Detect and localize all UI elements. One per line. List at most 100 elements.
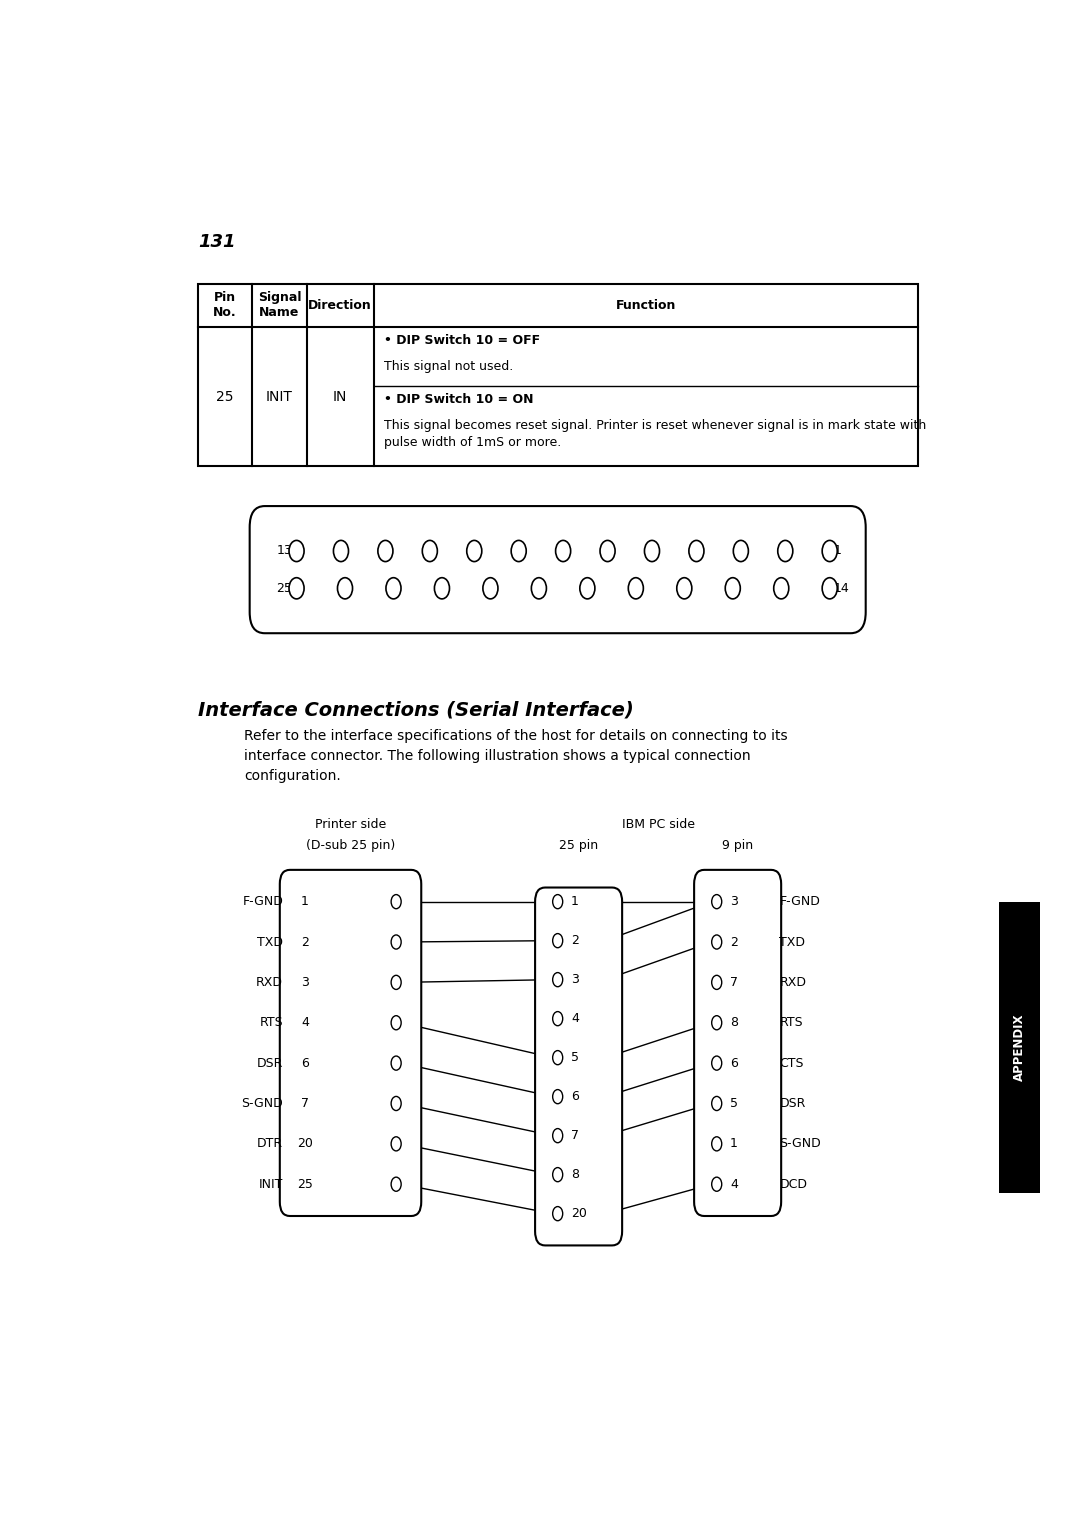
Circle shape [712, 934, 721, 950]
Circle shape [553, 972, 563, 986]
Circle shape [553, 1050, 563, 1064]
Text: Function: Function [616, 298, 676, 312]
Circle shape [677, 578, 692, 599]
Circle shape [600, 540, 616, 561]
Text: 2: 2 [301, 936, 309, 948]
Circle shape [391, 1057, 401, 1070]
Text: 1: 1 [730, 1138, 738, 1150]
Circle shape [712, 1015, 721, 1031]
Text: Pin
No.: Pin No. [213, 292, 237, 320]
Text: 3: 3 [730, 894, 738, 908]
Text: • DIP Switch 10 = ON: • DIP Switch 10 = ON [383, 393, 534, 407]
Circle shape [531, 578, 546, 599]
Text: DSR: DSR [780, 1096, 806, 1110]
Text: 1: 1 [834, 544, 841, 558]
Text: 4: 4 [730, 1177, 738, 1191]
Circle shape [629, 578, 644, 599]
Text: 1: 1 [301, 894, 309, 908]
Text: Direction: Direction [308, 298, 372, 312]
Circle shape [391, 1177, 401, 1191]
Text: INIT: INIT [266, 390, 293, 404]
Text: DCD: DCD [780, 1177, 808, 1191]
Text: IN: IN [333, 390, 348, 404]
Text: 7: 7 [571, 1128, 579, 1142]
Text: 3: 3 [301, 976, 309, 989]
Text: 25: 25 [216, 390, 233, 404]
FancyBboxPatch shape [535, 887, 622, 1246]
Circle shape [553, 934, 563, 948]
Circle shape [391, 976, 401, 989]
Text: RXD: RXD [780, 976, 807, 989]
Text: Printer side: Printer side [315, 818, 387, 832]
Circle shape [483, 578, 498, 599]
Text: 20: 20 [571, 1206, 586, 1220]
Text: Signal
Name: Signal Name [258, 292, 301, 320]
Circle shape [334, 540, 349, 561]
Circle shape [712, 976, 721, 989]
Text: RXD: RXD [256, 976, 283, 989]
Text: 8: 8 [571, 1168, 579, 1180]
Text: DSR: DSR [257, 1057, 283, 1070]
Text: F-GND: F-GND [780, 894, 821, 908]
Circle shape [511, 540, 526, 561]
Circle shape [391, 934, 401, 950]
Text: 1: 1 [571, 894, 579, 908]
Text: RTS: RTS [259, 1017, 283, 1029]
Circle shape [712, 894, 721, 908]
Text: 25: 25 [276, 583, 293, 595]
Circle shape [553, 1128, 563, 1142]
Circle shape [553, 1206, 563, 1220]
Text: 3: 3 [571, 972, 579, 986]
Text: 2: 2 [730, 936, 738, 948]
Text: 25: 25 [297, 1177, 313, 1191]
Text: 20: 20 [297, 1138, 313, 1150]
Text: (D-sub 25 pin): (D-sub 25 pin) [306, 839, 395, 852]
Bar [198, 283, 918, 466]
Circle shape [422, 540, 437, 561]
Text: 5: 5 [730, 1096, 738, 1110]
Text: This signal becomes reset signal. Printer is reset whenever signal is in mark st: This signal becomes reset signal. Printe… [383, 419, 926, 450]
Circle shape [689, 540, 704, 561]
Text: 6: 6 [571, 1090, 579, 1102]
Circle shape [553, 1090, 563, 1104]
FancyBboxPatch shape [249, 506, 866, 633]
Text: TXD: TXD [257, 936, 283, 948]
Circle shape [580, 578, 595, 599]
Text: IBM PC side: IBM PC side [622, 818, 694, 832]
Circle shape [733, 540, 748, 561]
Text: CTS: CTS [780, 1057, 804, 1070]
Circle shape [553, 1168, 563, 1182]
Circle shape [391, 1136, 401, 1151]
Circle shape [712, 1177, 721, 1191]
Circle shape [555, 540, 570, 561]
Circle shape [778, 540, 793, 561]
Circle shape [712, 1057, 721, 1070]
Text: 4: 4 [571, 1012, 579, 1024]
Circle shape [822, 578, 837, 599]
Circle shape [553, 894, 563, 908]
Text: APPENDIX: APPENDIX [1013, 1014, 1026, 1081]
Circle shape [712, 1136, 721, 1151]
Circle shape [822, 540, 837, 561]
Circle shape [289, 578, 305, 599]
Text: • DIP Switch 10 = OFF: • DIP Switch 10 = OFF [383, 335, 540, 347]
Text: 6: 6 [730, 1057, 738, 1070]
FancyBboxPatch shape [694, 870, 781, 1216]
Text: 5: 5 [571, 1050, 579, 1064]
Circle shape [337, 578, 352, 599]
Circle shape [553, 1012, 563, 1026]
Circle shape [645, 540, 660, 561]
FancyBboxPatch shape [280, 870, 421, 1216]
Text: DTR: DTR [257, 1138, 283, 1150]
Text: INIT: INIT [259, 1177, 283, 1191]
Text: 8: 8 [730, 1017, 738, 1029]
Text: 25 pin: 25 pin [559, 839, 598, 852]
Text: Refer to the interface specifications of the host for details on connecting to i: Refer to the interface specifications of… [244, 729, 787, 783]
Circle shape [434, 578, 449, 599]
Circle shape [391, 1096, 401, 1110]
Circle shape [289, 540, 305, 561]
Text: 13: 13 [276, 544, 293, 558]
Text: 6: 6 [301, 1057, 309, 1070]
Text: 131: 131 [198, 232, 235, 251]
Circle shape [378, 540, 393, 561]
